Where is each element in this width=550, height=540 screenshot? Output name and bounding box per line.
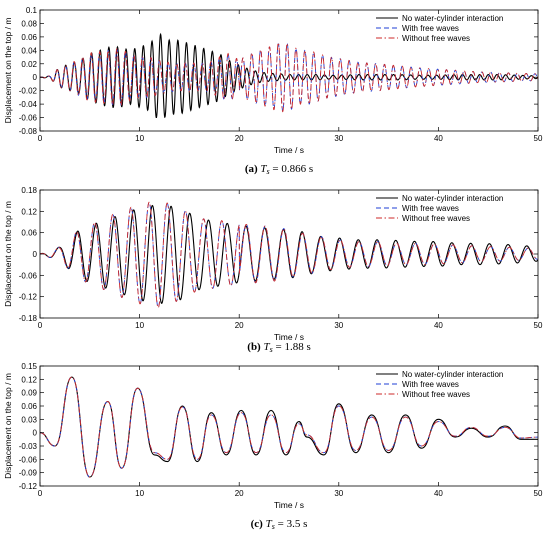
y-tick-label: -0.03 <box>19 442 38 451</box>
x-axis-label: Time / s <box>274 332 304 342</box>
y-tick-label: 0.12 <box>21 207 37 216</box>
x-tick-label: 30 <box>334 134 343 143</box>
series-line-2 <box>40 202 538 308</box>
y-tick-label: -0.12 <box>19 293 38 302</box>
y-tick-label: 0.06 <box>21 33 37 42</box>
y-tick-label: 0.12 <box>21 375 37 384</box>
y-tick-label: -0.06 <box>19 455 38 464</box>
legend-entry: No water-cylinder interaction <box>402 194 503 203</box>
series-group <box>40 32 538 119</box>
series-line-3 <box>40 201 538 309</box>
series-line-3 <box>40 42 538 113</box>
y-tick-label: -0.12 <box>19 482 38 491</box>
panel-caption: (b) Ts = 1.88 s <box>247 341 310 354</box>
x-tick-label: 50 <box>534 134 543 143</box>
legend-entry: Without free waves <box>402 34 470 43</box>
x-tick-label: 10 <box>135 134 144 143</box>
y-tick-label: 0.09 <box>21 389 37 398</box>
y-axis-label: Displacement on the top / m <box>3 201 13 307</box>
y-tick-label: 0 <box>33 250 38 259</box>
y-tick-label: 0.18 <box>21 186 37 195</box>
x-tick-label: 0 <box>38 321 43 330</box>
legend-entry: No water-cylinder interaction <box>402 370 503 379</box>
legend-entry: Without free waves <box>402 214 470 223</box>
y-tick-label: 0.04 <box>21 46 37 55</box>
plot-frame <box>39 365 539 487</box>
x-axis-label: Time / s <box>274 145 304 155</box>
y-tick-label: 0.15 <box>21 362 37 371</box>
x-tick-label: 30 <box>334 489 343 498</box>
y-tick-label: -0.06 <box>19 271 38 280</box>
y-axis-label: Displacement on the top / m <box>3 373 13 479</box>
panel-caption: (c) Ts = 3.5 s <box>251 518 308 531</box>
x-axis-label: Time / s <box>274 500 304 510</box>
x-tick-label: 10 <box>135 321 144 330</box>
y-axis-label: Displacement on the top / m <box>3 18 13 124</box>
x-tick-label: 20 <box>235 134 244 143</box>
legend-entry: Without free waves <box>402 390 470 399</box>
x-tick-label: 20 <box>235 321 244 330</box>
legend-entry: With free waves <box>402 24 459 33</box>
series-group <box>40 376 538 478</box>
series-group <box>40 201 538 309</box>
legend-entry: With free waves <box>402 380 459 389</box>
x-tick-label: 40 <box>434 134 443 143</box>
chart-panel-1: 0 10 20 30 40 50 -0.08 -0.06 -0.04 -0.02 0 0.02 0.04… <box>3 6 543 176</box>
x-tick-label: 10 <box>135 489 144 498</box>
y-tick-label: -0.08 <box>19 127 38 136</box>
legend-entry: With free waves <box>402 204 459 213</box>
y-tick-label: -0.02 <box>19 87 38 96</box>
y-tick-label: -0.04 <box>19 100 38 109</box>
x-tick-label: 40 <box>434 321 443 330</box>
series-line-1 <box>40 204 538 305</box>
x-tick-label: 50 <box>534 321 543 330</box>
y-tick-label: 0 <box>33 73 38 82</box>
series-line-3 <box>40 376 538 478</box>
x-tick-label: 40 <box>434 489 443 498</box>
y-tick-label: 0.06 <box>21 402 37 411</box>
y-tick-label: -0.09 <box>19 469 38 478</box>
y-tick-label: 0.02 <box>21 60 37 69</box>
y-tick-label: 0 <box>33 429 38 438</box>
x-tick-label: 50 <box>534 489 543 498</box>
plot-frame <box>39 9 539 132</box>
chart-panel-2: 0 10 20 30 40 50 -0.18 -0.12 -0.06 0 0.06 0.12 0.18 T… <box>3 186 543 354</box>
x-tick-label: 0 <box>38 134 43 143</box>
chart-panel-3: 0 10 20 30 40 50 -0.12 -0.09 -0.06 -0.03 0 0.03 0.06… <box>3 362 543 531</box>
y-tick-label: 0.08 <box>21 19 37 28</box>
legend-entry: No water-cylinder interaction <box>402 14 503 23</box>
x-tick-label: 0 <box>38 489 43 498</box>
y-tick-label: 0.1 <box>26 6 38 15</box>
y-tick-label: -0.18 <box>19 314 38 323</box>
x-tick-label: 30 <box>334 321 343 330</box>
y-tick-label: 0.03 <box>21 415 37 424</box>
panel-caption: (a) Ts = 0.866 s <box>245 163 313 176</box>
y-tick-label: 0.06 <box>21 229 37 238</box>
y-tick-label: -0.06 <box>19 114 38 123</box>
x-tick-label: 20 <box>235 489 244 498</box>
